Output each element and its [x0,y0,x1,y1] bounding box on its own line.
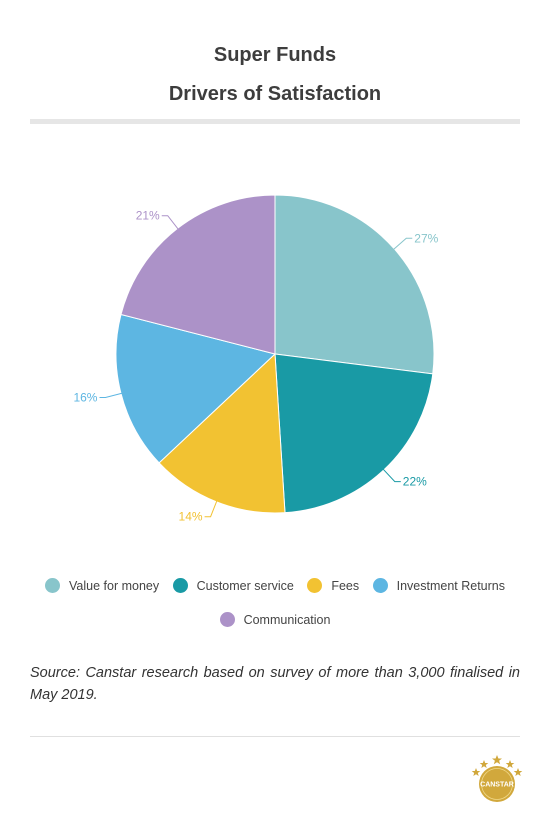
canstar-stars-logo-icon: CANSTAR [471,755,523,802]
logo-medallion [479,766,515,802]
legend-item-investment-returns[interactable]: Investment Returns [372,578,505,593]
legend-item-value-for-money[interactable]: Value for money [45,578,159,593]
title-divider [30,119,520,124]
legend-label: Customer service [196,579,294,593]
legend-swatch [307,578,323,593]
legend-row-1: Value for money Customer service Fees In… [0,578,550,593]
stars-arc-icon [471,755,523,776]
data-label: 21% [136,209,160,223]
leader-line [161,215,180,231]
pie-slice-customer-service[interactable] [274,353,434,514]
legend-swatch [219,612,235,627]
data-label: 14% [179,510,203,524]
pie-chart: 27% 22% 14% 16% 21% [73,194,439,524]
source-note: Source: Canstar research based on survey… [30,665,520,703]
footer-divider [30,736,520,737]
chart-title-line-1: Super Funds [213,44,337,66]
data-label: 27% [414,231,438,245]
data-label: 22% [403,475,427,489]
leader-line [392,237,413,251]
legend-swatch [45,578,60,593]
legend-label: Fees [331,579,360,593]
chart-title-line-2: Drivers of Satisfaction [168,83,382,105]
legend-item-customer-service[interactable]: Customer service [172,578,294,593]
leader-line [204,499,218,518]
pie-slice-value-for-money[interactable] [274,194,435,375]
legend-label: Communication [243,613,331,627]
legend-item-communication[interactable]: Communication [219,612,331,627]
leader-line [99,392,124,399]
leader-line [382,468,401,483]
legend-item-fees[interactable]: Fees [307,578,359,593]
logo-text: CANSTAR [480,782,514,789]
legend-label: Value for money [69,579,160,593]
legend-label: Investment Returns [396,579,505,593]
legend-row-2: Communication [0,612,550,627]
legend-swatch [172,578,188,593]
data-label: 16% [73,391,97,405]
legend-swatch [372,578,388,593]
